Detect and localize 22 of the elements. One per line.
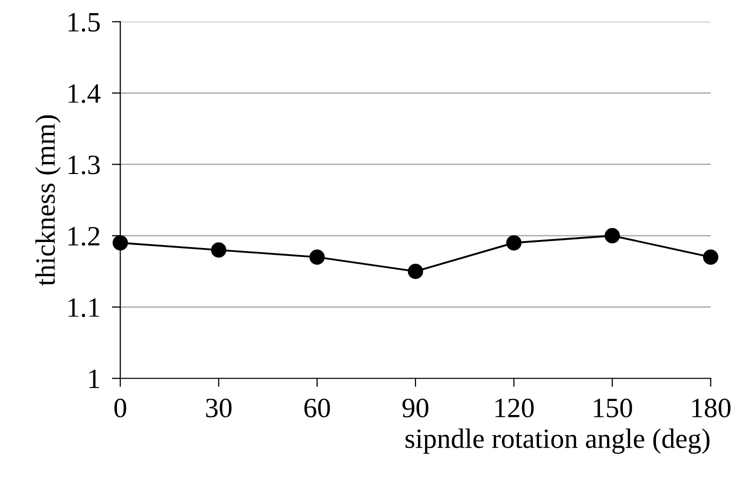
- y-tick-label: 1.4: [68, 84, 100, 104]
- y-tick-label: 1.5: [68, 12, 100, 32]
- point: [112, 235, 128, 250]
- x-axis-title: sipndle rotation angle (deg): [406, 428, 710, 454]
- y-tick-label: 1.1: [68, 298, 100, 318]
- y-tick-label: 1.3: [68, 156, 100, 174]
- x-tick-label: 60: [304, 398, 330, 418]
- x-tick-label: 150: [594, 398, 632, 418]
- y-axis-title: thickness (mm): [35, 115, 61, 286]
- y-tick-label: 1: [89, 370, 100, 388]
- point: [703, 249, 718, 265]
- x-tick-label: 120: [496, 398, 534, 418]
- point: [408, 264, 424, 280]
- x-tick-label: 0: [114, 398, 126, 418]
- x-tick-label: 180: [692, 398, 730, 418]
- x-tick-label: 90: [402, 398, 428, 418]
- y-tick-label: 1.2: [68, 226, 100, 246]
- x-tick-label: 30: [206, 398, 232, 418]
- point: [211, 242, 226, 258]
- point: [309, 249, 325, 265]
- point: [604, 228, 620, 244]
- point: [506, 235, 522, 250]
